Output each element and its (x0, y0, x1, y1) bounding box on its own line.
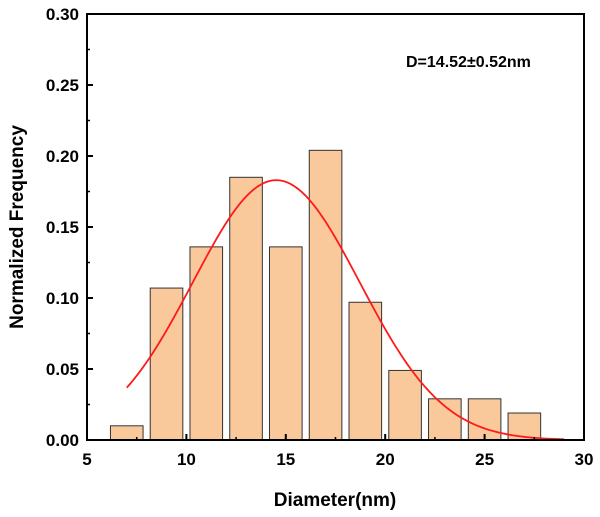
y-tick-label: 0.05 (46, 360, 79, 379)
x-tick-label: 30 (575, 450, 594, 469)
histogram-bar (149, 287, 184, 441)
x-axis-ticks: 5 10 15 20 25 30 (82, 434, 593, 469)
x-tick-label: 15 (276, 450, 295, 469)
y-tick-label: 0.25 (46, 76, 79, 95)
y-tick-label: 0.10 (46, 289, 79, 308)
x-tick-label: 5 (82, 450, 91, 469)
y-tick-label: 0.00 (46, 431, 79, 450)
x-tick-label: 10 (177, 450, 196, 469)
histogram-bar (229, 176, 263, 441)
x-tick-label: 25 (475, 450, 494, 469)
y-axis-title: Normalized Frequency (7, 125, 28, 329)
histogram-bar (109, 425, 144, 441)
histogram-bar (189, 246, 224, 441)
histogram-bar (268, 246, 303, 441)
y-axis-ticks: 0.00 0.05 0.10 0.15 0.20 0.25 0.30 (46, 5, 93, 450)
bars-group (109, 149, 542, 441)
histogram-bar (388, 369, 422, 441)
y-tick-label: 0.30 (46, 5, 79, 24)
x-tick-label: 20 (376, 450, 395, 469)
gaussian-fit-curve (126, 179, 565, 441)
y-tick-label: 0.20 (46, 147, 79, 166)
histogram-bar (467, 398, 502, 441)
y-tick-label: 0.15 (46, 218, 79, 237)
histogram-bar (348, 301, 383, 441)
histogram-bar (308, 149, 343, 441)
fit-annotation: D=14.52±0.52nm (406, 54, 531, 71)
x-axis-title: Diameter(nm) (274, 490, 396, 511)
